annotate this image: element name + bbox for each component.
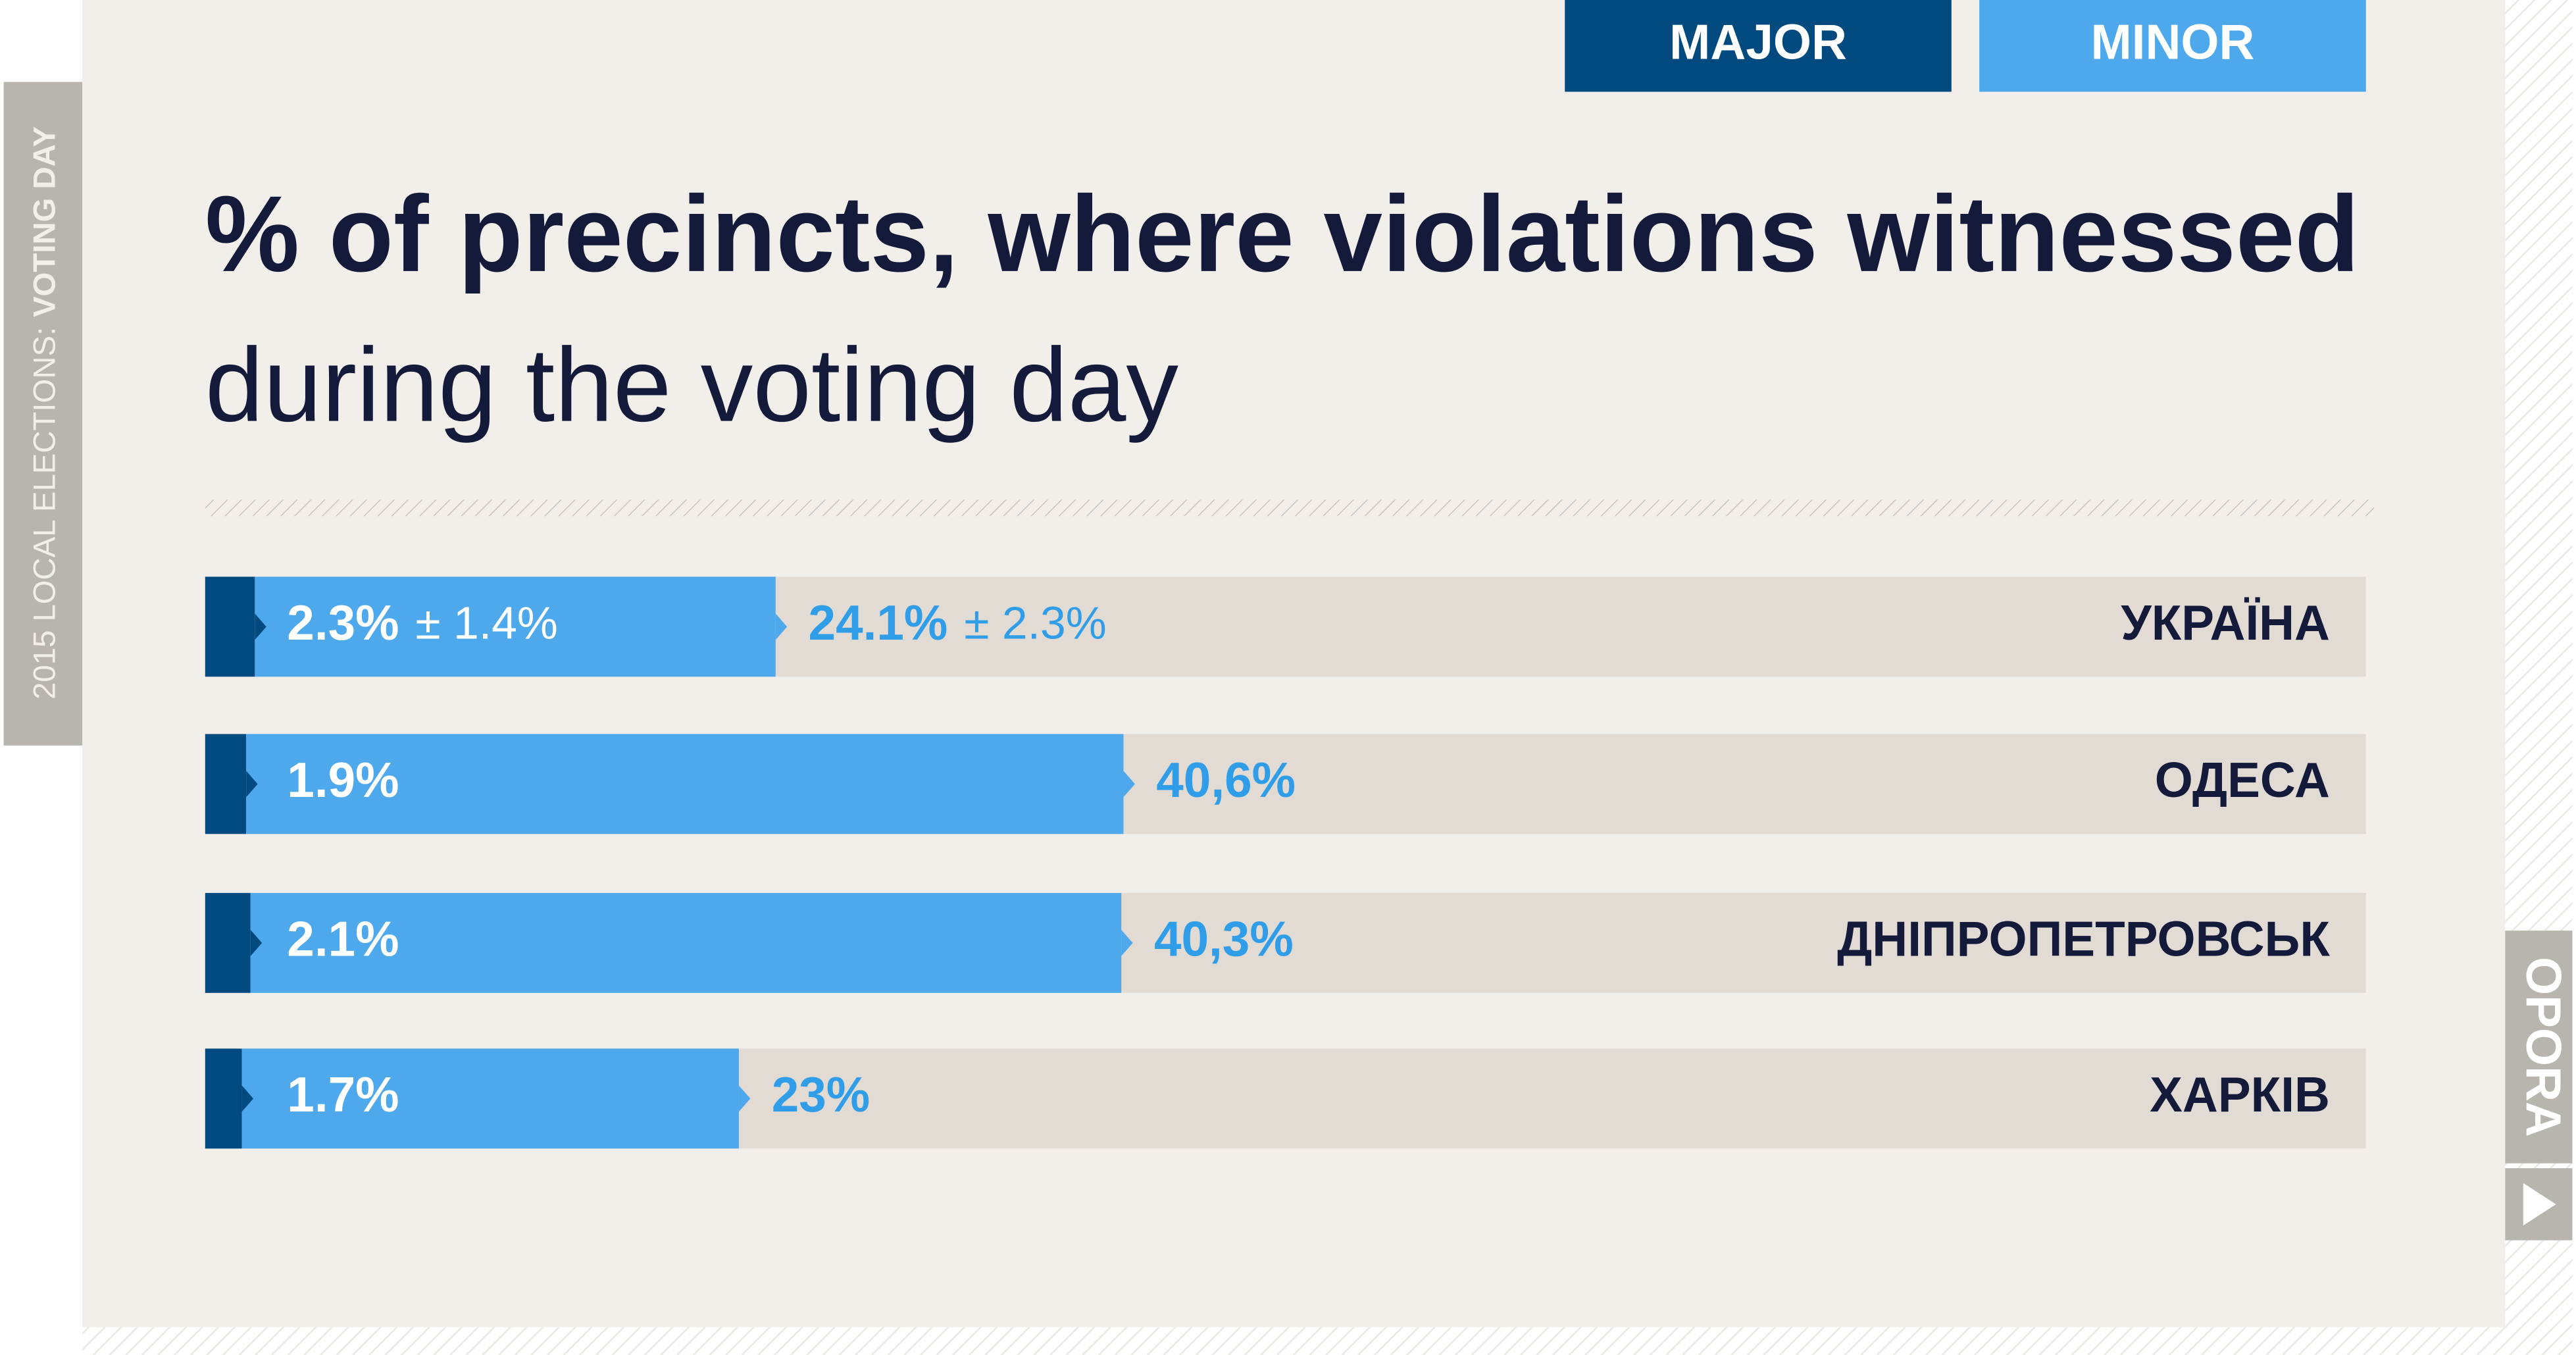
chart-subtitle: during the voting day (205, 326, 1179, 444)
legend-swatch (1979, 0, 2366, 92)
sidebar-text: 2015 LOCAL ELECTIONS: (27, 327, 62, 700)
bar (205, 892, 251, 993)
bar (246, 734, 1124, 834)
value-label: 23% (772, 1067, 870, 1122)
sidebar-tab (3, 82, 83, 746)
value-label: 1.7% (287, 1067, 399, 1122)
value-label: 24.1% (809, 595, 948, 650)
bar-notch (738, 1085, 751, 1112)
bar-notch (241, 1085, 254, 1112)
bar-notch (246, 771, 258, 798)
error-label: ± 1.4% (415, 598, 558, 649)
error-label: ± 2.3% (964, 598, 1107, 649)
legend-swatch (1565, 0, 1952, 92)
value-label: 40,3% (1154, 911, 1294, 967)
category-label: ДНІПРОПЕТРОВСЬК (1837, 911, 2330, 967)
bar (205, 734, 247, 834)
bar (250, 892, 1122, 993)
bar-notch (250, 929, 263, 956)
logo-tab (2505, 931, 2573, 1163)
bar (205, 1048, 242, 1149)
legend-label: MAJOR (1669, 14, 1847, 69)
value-label: 40,6% (1156, 752, 1296, 807)
chart-title: % of precincts, where violations witness… (205, 173, 2360, 294)
sidebar-label: 2015 LOCAL ELECTIONS: VOTING DAY (27, 126, 62, 700)
logo-arrow (2523, 1183, 2556, 1226)
bar-notch (1121, 929, 1133, 956)
bottom-hatch (82, 1327, 2573, 1355)
bar (255, 576, 776, 677)
value-label: 2.3% (287, 595, 399, 650)
sidebar-emphasis: VOTING DAY (27, 126, 62, 317)
category-label: ХАРКІВ (2150, 1067, 2330, 1122)
legend-label: MINOR (2090, 14, 2254, 69)
bar-notch (775, 613, 788, 640)
category-label: УКРАЇНА (2121, 595, 2330, 650)
divider (205, 499, 2375, 517)
bar-notch (1123, 771, 1135, 798)
value-label: 2.1% (287, 911, 399, 967)
category-label: ОДЕСА (2155, 752, 2330, 807)
logo: OPORA (2516, 957, 2571, 1137)
bar (205, 576, 255, 677)
bar (241, 1048, 739, 1149)
value-label: 1.9% (287, 752, 399, 807)
bar-notch (255, 613, 266, 640)
